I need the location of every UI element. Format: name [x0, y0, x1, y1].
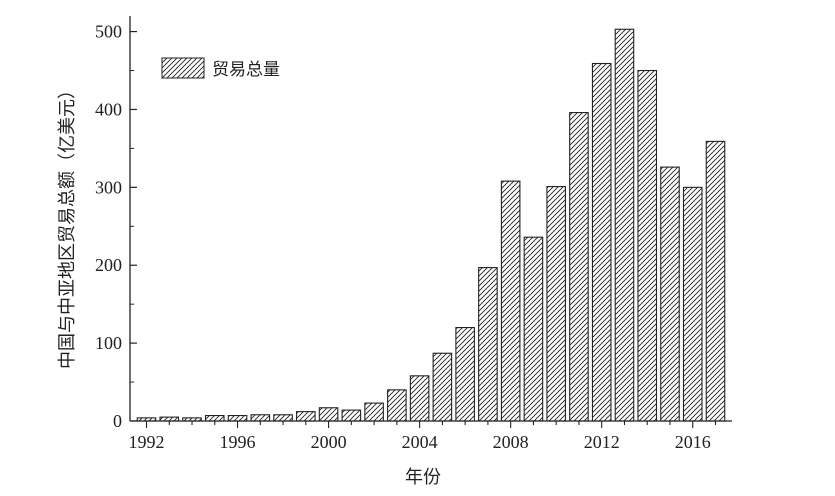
bar-2013 [614, 28, 635, 422]
x-tick-label: 2004 [402, 432, 438, 452]
bar-2011 [569, 112, 589, 422]
bar-2014 [637, 69, 658, 422]
bar-2000 [318, 407, 339, 422]
legend-label: 贸易总量 [212, 60, 280, 80]
ticks: 0 100 200 300 400 500 1992 1996 2000 2004 2008 2012… [95, 22, 717, 452]
bar-2006 [455, 326, 475, 422]
y-tick-label: 400 [95, 99, 122, 119]
bar-2016 [682, 186, 703, 422]
y-tick-label: 300 [95, 177, 122, 197]
bar-2017 [705, 140, 726, 422]
axes [129, 16, 732, 422]
bar-2001 [341, 409, 362, 422]
x-tick-label: 2008 [493, 432, 529, 452]
y-tick-label: 500 [95, 22, 122, 42]
bar-2005 [432, 352, 453, 422]
y-tick-label: 200 [95, 255, 122, 275]
bar-2015 [660, 166, 680, 422]
bar-1999 [296, 411, 316, 422]
bar-2008 [500, 180, 521, 422]
x-axis-title: 年份 [405, 467, 441, 488]
bar-1997 [250, 414, 271, 422]
y-tick-label: 100 [95, 333, 122, 353]
bar-1998 [273, 414, 293, 422]
bar-2002 [364, 402, 384, 422]
x-tick-label: 1992 [129, 432, 165, 452]
bar-2007 [478, 267, 498, 422]
bar-2004 [409, 375, 430, 422]
x-tick-label: 2000 [311, 432, 347, 452]
bars [136, 28, 726, 422]
bar-2012 [591, 62, 612, 422]
x-tick-label: 2016 [675, 432, 711, 452]
legend: 贸易总量 [161, 57, 280, 80]
y-axis-title: 中国与中亚地区贸易总额（亿美元） [57, 81, 78, 369]
x-tick-label: 1996 [220, 432, 256, 452]
y-tick-label: 0 [113, 411, 122, 431]
bar-1996 [227, 414, 248, 422]
legend-swatch [161, 57, 205, 79]
bar-2003 [387, 389, 407, 422]
bar-2009 [523, 236, 544, 422]
x-tick-label: 2012 [584, 432, 620, 452]
bar-1995 [204, 414, 225, 422]
bar-2010 [546, 186, 566, 422]
